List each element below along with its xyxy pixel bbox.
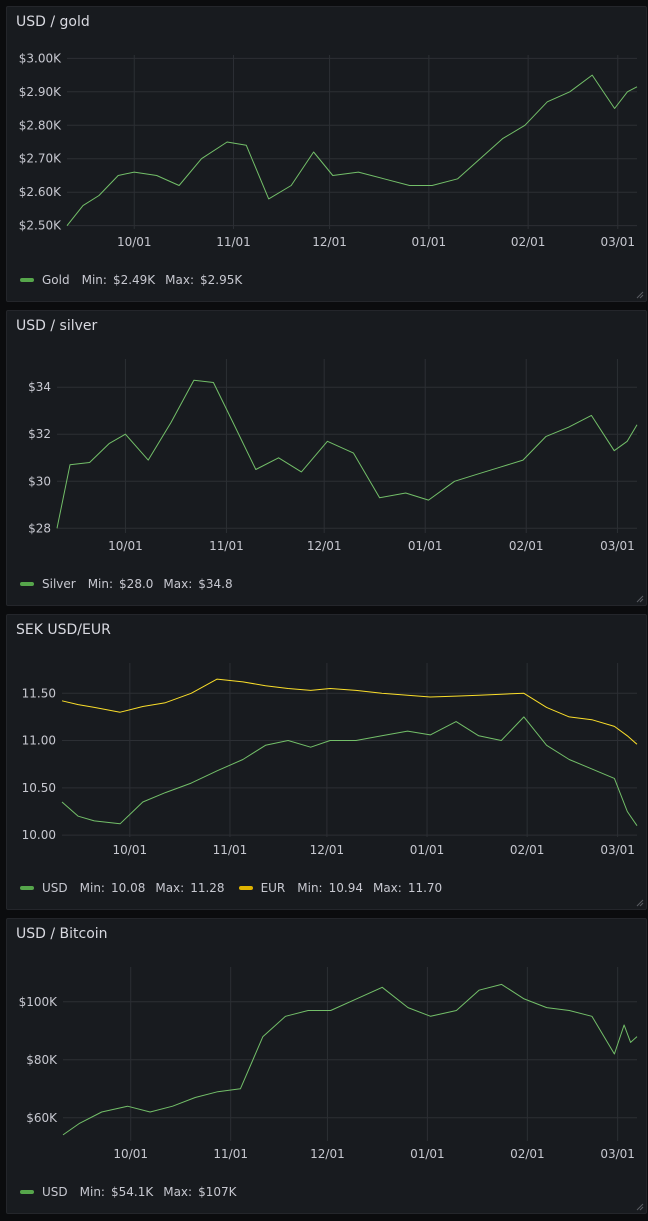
legend: Gold Min: $2.49K Max: $2.95K [20,273,242,287]
x-tick-label: 10/01 [113,1147,148,1161]
resize-handle-icon[interactable] [636,291,644,299]
panel-silver[interactable]: USD / silver $28 $30 $32 $34 10/01 11/01 12/01… [6,310,647,606]
legend-min-value: $54.1K [110,1185,154,1199]
legend-max-label: Max: [163,1185,193,1199]
legend-swatch-eur [238,886,253,890]
y-tick-label: $3.00K [19,51,62,65]
panel-title[interactable]: SEK USD/EUR [16,622,111,638]
y-tick-label: $28 [28,521,51,535]
legend-min-label: Min: [87,577,114,591]
resize-handle-icon[interactable] [636,595,644,603]
y-tick-label: $2.60K [19,185,62,199]
y-tick-label: $2.70K [19,152,62,166]
sek-chart: 10.00 10.50 11.00 11.50 10/01 11/01 12/01 01/01… [22,663,638,857]
series-line-usd[interactable] [61,716,638,826]
x-tick-label: 02/01 [510,1147,545,1161]
x-tick-label: 03/01 [600,843,635,857]
x-tick-label: 12/01 [310,843,345,857]
x-tick-label: 01/01 [410,1147,445,1161]
x-tick-label: 12/01 [307,539,342,553]
x-tick-label: 10/01 [113,843,148,857]
y-tick-label: 11.50 [22,686,56,700]
bitcoin-chart: $60K $80K $100K 10/01 11/01 12/01 01/01 02/01 03… [19,967,638,1161]
y-tick-label: 11.00 [22,734,56,748]
legend-min-label: Min: [297,881,323,895]
legend-swatch-gold [20,278,34,282]
x-tick-label: 02/01 [510,843,545,857]
legend-series-bitcoin[interactable]: USD [42,1185,68,1199]
legend-min-label: Min: [79,1185,105,1199]
series-line-gold[interactable] [66,74,638,227]
legend-swatch-usd [20,886,34,890]
y-tick-label: $2.90K [19,85,62,99]
gold-chart: $2.50K $2.60K $2.70K $2.80K $2.90K $3.00K 10/0… [19,51,638,249]
legend-max-value: $107K [198,1185,237,1199]
x-tick-label: 10/01 [108,539,143,553]
y-tick-label: $100K [19,995,59,1009]
panel-sek[interactable]: SEK USD/EUR 10.00 10.50 11.00 11.50 10/01 11/… [6,614,647,910]
x-tick-label: 11/01 [216,235,251,249]
legend-min-label: Min: [79,881,105,895]
series-line-usd[interactable] [62,983,638,1136]
legend-max-label: Max: [372,881,402,895]
legend-min-value: $28.0 [119,577,154,591]
y-tick-label: $32 [28,427,51,441]
legend-max-label: Max: [163,577,193,591]
legend-series-usd[interactable]: USD [42,881,68,895]
legend: USD Min: 10.08 Max: 11.28 EUR Min: 10.94… [20,881,442,895]
legend-series-silver[interactable]: Silver [42,577,76,591]
legend-swatch-bitcoin [20,1190,34,1194]
legend-max-value: 11.28 [190,881,225,895]
series-line-eur[interactable] [61,678,638,745]
legend-max-label: Max: [165,273,195,287]
y-tick-label: $80K [26,1053,58,1067]
x-tick-label: 12/01 [310,1147,345,1161]
y-tick-label: $60K [26,1111,58,1125]
x-tick-label: 03/01 [600,235,635,249]
x-tick-label: 01/01 [410,843,445,857]
legend-max-label: Max: [155,881,185,895]
y-tick-label: 10.00 [22,828,56,842]
resize-handle-icon[interactable] [636,899,644,907]
x-tick-label: 11/01 [213,1147,248,1161]
y-tick-label: $34 [28,380,51,394]
legend-swatch-silver [20,582,34,586]
x-tick-label: 02/01 [509,539,544,553]
y-tick-label: $30 [28,474,51,488]
legend-max-value: $2.95K [200,273,243,287]
y-tick-label: 10.50 [22,781,56,795]
legend-min-value: 10.08 [110,881,146,895]
legend-min-value: 10.94 [328,881,363,895]
legend-min-label: Min: [81,273,107,287]
x-tick-label: 01/01 [412,235,447,249]
panel-bitcoin[interactable]: USD / Bitcoin $60K $80K $100K 10/01 11/01 12/… [6,918,647,1214]
legend: USD Min: $54.1K Max: $107K [20,1185,237,1199]
legend-series-eur[interactable]: EUR [260,881,286,895]
x-tick-label: 03/01 [600,1147,635,1161]
panel-gold[interactable]: USD / gold $2.50K $2.60K $2.70K $2.80K $2.90… [6,6,647,302]
legend: Silver Min: $28.0 Max: $34.8 [20,577,233,591]
y-tick-label: $2.80K [19,118,62,132]
resize-handle-icon[interactable] [636,1203,644,1211]
x-tick-label: 10/01 [117,235,152,249]
panel-title[interactable]: USD / Bitcoin [16,926,108,942]
legend-min-value: $2.49K [112,273,156,287]
x-tick-label: 03/01 [600,539,635,553]
legend-series-gold[interactable]: Gold [42,273,70,287]
x-tick-label: 12/01 [312,235,347,249]
x-tick-label: 11/01 [209,539,244,553]
x-tick-label: 11/01 [213,843,248,857]
legend-max-value: 11.70 [407,881,443,895]
legend-max-value: $34.8 [198,577,233,591]
silver-chart: $28 $30 $32 $34 10/01 11/01 12/01 01/01 02/01 03/… [28,359,638,553]
x-tick-label: 01/01 [408,539,443,553]
series-line-silver[interactable] [56,379,638,529]
panel-title[interactable]: USD / silver [16,318,98,334]
x-tick-label: 02/01 [511,235,546,249]
panel-title[interactable]: USD / gold [16,14,90,30]
y-tick-label: $2.50K [19,219,62,233]
